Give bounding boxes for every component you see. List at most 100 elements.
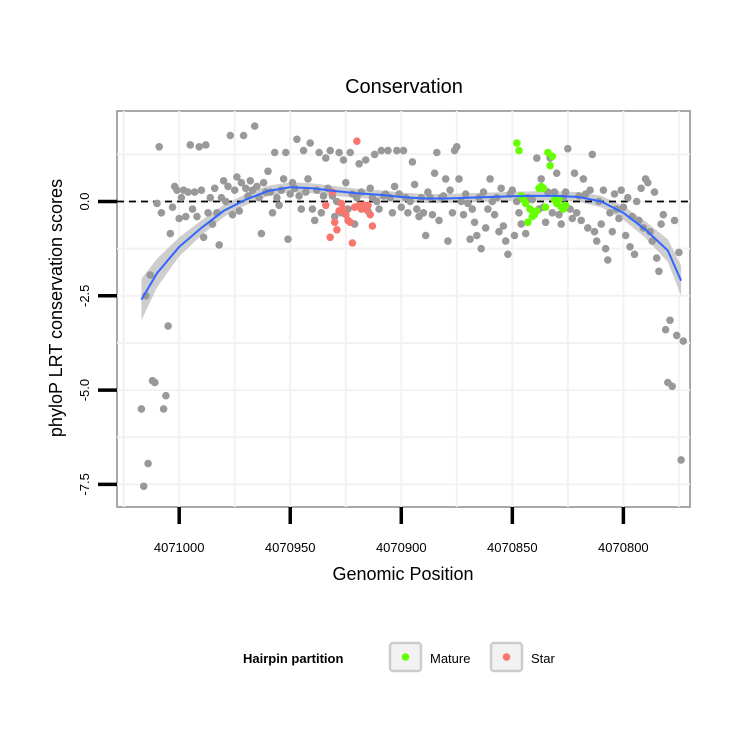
- other-point-12: [164, 322, 172, 330]
- other-point-6: [151, 378, 159, 387]
- other-point-122: [408, 158, 417, 166]
- mature-point-13: [541, 203, 550, 211]
- star-point-10: [346, 218, 355, 227]
- legend-label-mature: Mature: [430, 651, 470, 666]
- other-point-199: [579, 175, 588, 183]
- other-point-138: [444, 237, 452, 245]
- mature-point-22: [561, 201, 570, 210]
- other-point-30: [204, 209, 212, 217]
- other-point-210: [604, 256, 612, 264]
- other-point-187: [552, 169, 561, 177]
- other-point-10: [159, 405, 168, 413]
- other-point-75: [304, 175, 312, 183]
- other-point-11: [162, 391, 170, 400]
- other-point-153: [477, 244, 486, 253]
- other-point-225: [637, 184, 645, 193]
- y-tick-label-3: -7.5: [77, 473, 92, 495]
- other-point-170: [515, 209, 523, 217]
- star-point-20: [368, 222, 377, 230]
- other-point-155: [481, 224, 490, 232]
- other-point-111: [384, 146, 392, 155]
- other-point-191: [561, 188, 570, 196]
- other-point-52: [253, 182, 261, 191]
- other-point-41: [228, 210, 237, 219]
- other-point-164: [501, 237, 510, 245]
- other-point-178: [533, 154, 541, 162]
- mature-point-1: [515, 146, 523, 155]
- other-point-37: [219, 177, 228, 185]
- other-point-167: [508, 186, 517, 194]
- other-point-106: [373, 197, 381, 206]
- smooth-line-group: [140, 186, 683, 301]
- other-point-121: [406, 197, 415, 206]
- other-point-128: [421, 231, 430, 240]
- legend-mature-dot: [401, 653, 410, 661]
- other-point-169: [513, 197, 521, 206]
- chart-title: Conservation: [345, 76, 463, 98]
- x-tick-label-0: 4071000: [154, 540, 205, 555]
- other-point-182: [541, 218, 550, 227]
- other-point-230: [648, 237, 656, 245]
- other-point-76: [306, 139, 315, 147]
- other-point-108: [377, 146, 386, 155]
- x-tick-label-2: 4070900: [376, 540, 427, 555]
- other-point-7: [153, 199, 161, 208]
- other-point-89: [335, 148, 343, 157]
- other-point-87: [330, 212, 339, 221]
- star-point-0: [322, 201, 330, 210]
- other-point-198: [577, 216, 585, 225]
- other-point-113: [388, 209, 397, 217]
- other-point-157: [486, 175, 494, 183]
- other-point-207: [597, 220, 605, 228]
- other-point-23: [188, 205, 197, 213]
- other-point-239: [668, 382, 676, 391]
- other-point-146: [461, 190, 470, 198]
- y-tick-label-2: -5.0: [77, 379, 92, 401]
- star-point-4: [333, 226, 341, 234]
- other-point-82: [319, 192, 328, 200]
- other-point-1: [139, 482, 148, 491]
- other-point-59: [268, 209, 277, 217]
- other-point-42: [230, 186, 239, 194]
- other-point-67: [286, 190, 295, 198]
- other-point-21: [184, 188, 192, 196]
- star-point-8: [342, 210, 350, 219]
- other-point-163: [499, 222, 508, 230]
- other-point-228: [644, 178, 652, 187]
- other-point-65: [282, 148, 290, 157]
- other-point-54: [257, 229, 266, 238]
- other-point-29: [202, 141, 210, 149]
- other-point-51: [250, 122, 259, 130]
- other-point-231: [650, 188, 659, 196]
- y-axis-label: phyloP LRT conservation scores: [46, 179, 66, 437]
- other-point-40: [226, 131, 235, 140]
- other-point-26: [195, 143, 203, 151]
- other-point-17: [175, 214, 183, 223]
- other-point-142: [453, 143, 461, 151]
- other-point-25: [193, 212, 201, 221]
- other-point-156: [484, 205, 492, 213]
- other-point-73: [299, 146, 308, 155]
- other-point-72: [297, 205, 306, 213]
- other-point-33: [210, 184, 219, 193]
- other-point-235: [659, 210, 668, 219]
- other-point-180: [537, 175, 545, 183]
- other-point-168: [510, 231, 519, 240]
- other-point-66: [284, 235, 292, 243]
- other-point-145: [459, 210, 468, 219]
- other-point-61: [273, 193, 281, 202]
- other-point-234: [657, 220, 665, 228]
- x-tick-label-3: 4070850: [487, 540, 538, 555]
- other-point-78: [310, 216, 319, 225]
- other-point-120: [404, 209, 412, 217]
- other-point-35: [215, 241, 223, 249]
- other-point-77: [308, 205, 317, 213]
- other-point-0: [137, 405, 146, 413]
- other-point-134: [435, 216, 443, 225]
- other-point-115: [393, 146, 401, 155]
- other-point-44: [235, 207, 243, 215]
- other-point-205: [592, 237, 601, 245]
- other-point-149: [468, 205, 477, 213]
- other-point-8: [155, 143, 163, 151]
- other-point-151: [473, 231, 481, 240]
